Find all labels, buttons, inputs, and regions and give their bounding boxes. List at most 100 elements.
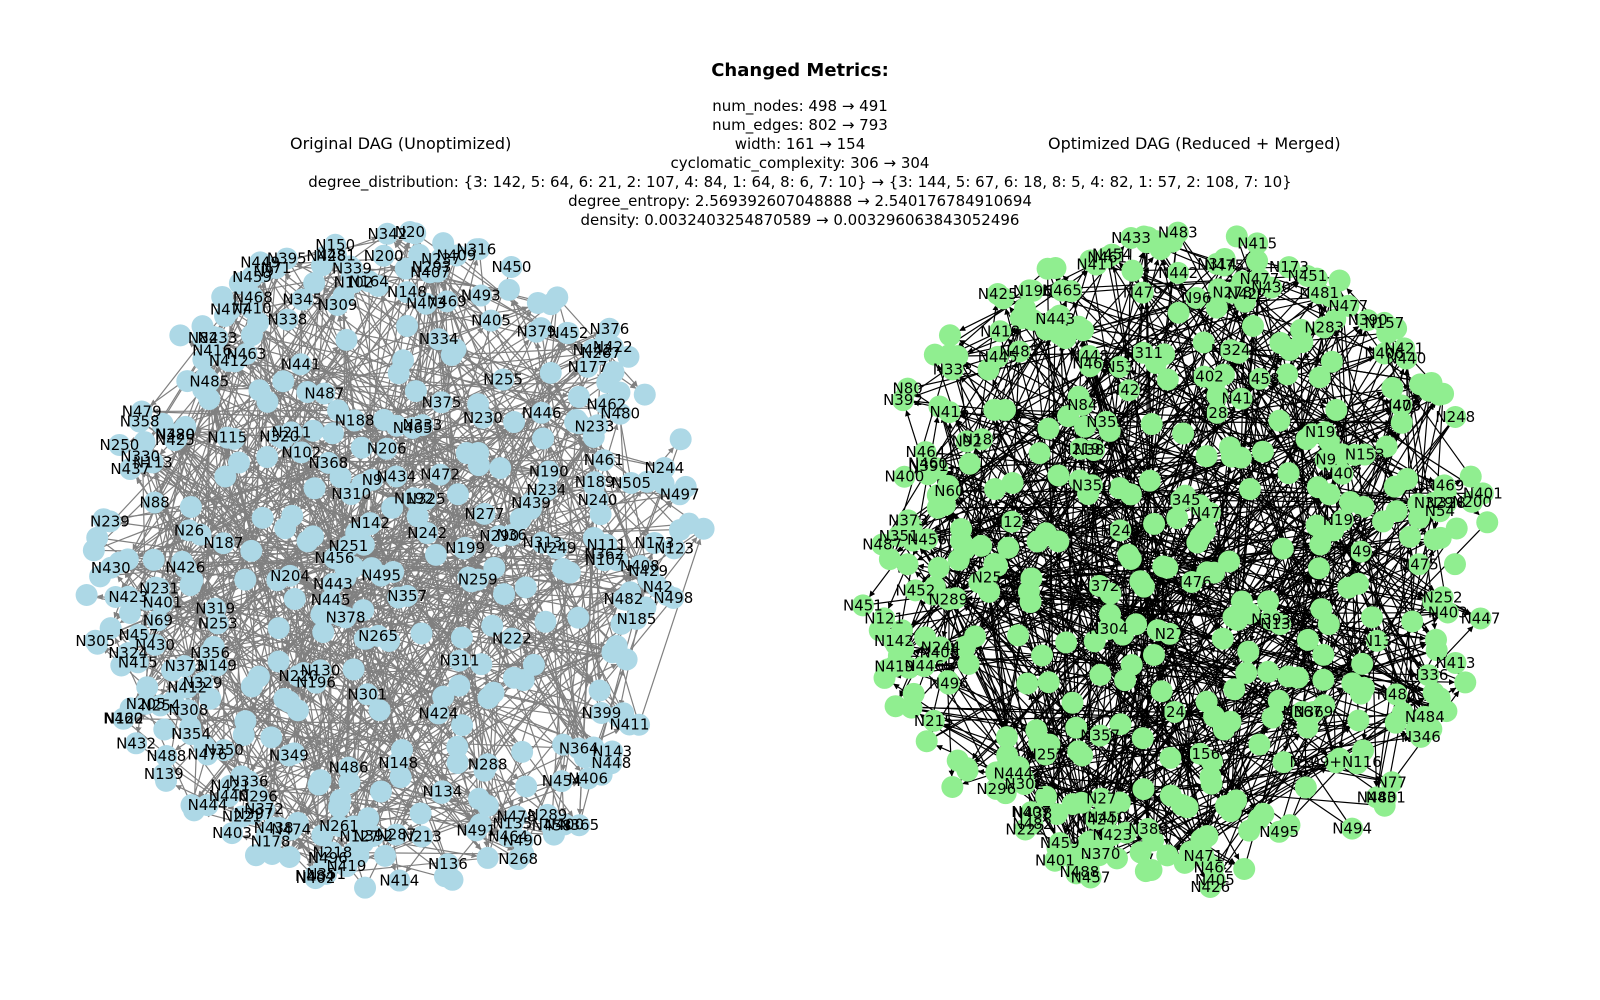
graph-node [1399,525,1422,548]
graph-node [260,726,283,749]
graph-node [171,550,194,573]
graph-node [303,272,326,295]
graph-node [1454,671,1477,694]
graph-node [334,556,357,579]
graph-node [432,685,455,708]
graph-node [272,370,295,393]
node-label: N409 [436,246,476,264]
metrics-title: Changed Metrics: [711,60,889,81]
graph-node [427,328,450,351]
node-label: N491 [456,821,496,839]
graph-node [266,569,289,592]
node-label: N60 [934,482,964,500]
graph-edge [97,537,494,595]
graph-node [1360,606,1383,629]
node-label: N493 [461,287,501,305]
graph-node [607,705,630,728]
graph-edge [369,419,385,514]
graph-node [601,740,624,763]
graph-node [189,523,212,546]
graph-node [327,399,350,422]
node-label: N399 [582,704,622,722]
graph-node [312,621,335,644]
node-label: N308 [168,701,208,719]
graph-node [230,765,253,788]
graph-node [481,614,504,637]
node-label: N370 [1081,845,1121,863]
graph-node [354,876,377,899]
graph-edge [218,655,333,853]
graph-node [947,548,970,571]
graph-node [590,701,613,724]
graph-node [1396,468,1419,491]
node-label: N248 [1435,408,1475,426]
graph-node [1114,669,1137,692]
node-label: N423 [108,588,148,606]
graph-node [99,617,122,640]
graph-node [176,676,199,699]
node-label: N424 [418,705,458,723]
graph-node [1143,512,1166,535]
graph-node [329,466,352,489]
original-dag-graph: N498 N412 N430 N409 N497 N305 N432 N410 N496 N400… [75,221,715,899]
node-label: N278 [1212,284,1252,302]
graph-node [550,770,573,793]
node-label: N486 [329,759,369,777]
node-label: N255 [483,371,523,389]
graph-node [329,604,352,627]
node-label: N426 [1190,878,1230,896]
graph-node [1312,668,1335,691]
graph-node [206,612,229,635]
node-label: N304 [1088,620,1128,638]
node-label: N88 [139,494,169,512]
graph-node [1271,537,1294,560]
graph-node [388,869,411,892]
node-label: N443 [313,575,353,593]
graph-node [1037,671,1060,694]
graph-node [509,507,532,530]
graph-node [452,537,475,560]
graph-node [193,735,216,758]
graph-node [350,436,373,459]
graph-node [537,463,560,486]
node-label: N400 [544,815,584,833]
node-label: N346 [1401,728,1441,746]
node-label: N221 [222,808,262,826]
node-label: N452 [549,324,589,342]
node-label: N135 [492,815,532,833]
graph-node [678,512,701,535]
graph-node [542,823,565,846]
node-label: N491 [1341,543,1381,561]
node-label: N474 [271,820,311,838]
node-label: N497 [660,485,700,503]
graph-node [212,739,235,762]
graph-node [291,288,314,311]
graph-node [356,683,379,706]
graph-node [1020,567,1043,590]
node-label: N178 [251,832,291,850]
graph-node [256,390,279,413]
graph-node [75,584,98,607]
node-label: N484 [295,867,335,885]
node-label: N268 [498,850,538,868]
graph-node [1352,676,1375,699]
graph-node [1134,860,1157,883]
node-label: N142 [350,514,390,532]
node-label: N336 [1409,666,1449,684]
graph-node [589,503,612,526]
node-label: N391 [908,457,948,475]
node-label: N415 [1237,234,1277,252]
graph-node [1025,719,1048,742]
graph-edge [551,430,579,826]
graph-node [489,457,512,480]
graph-edge [136,242,444,700]
graph-edge [207,347,443,794]
graph-node [136,676,159,699]
graph-node [381,496,404,519]
graph-node [1339,491,1362,514]
graph-node [127,624,150,647]
graph-node [468,787,491,810]
node-label: N222 [1005,820,1045,838]
graph-node [211,285,234,308]
node-label: N428 [306,247,346,265]
